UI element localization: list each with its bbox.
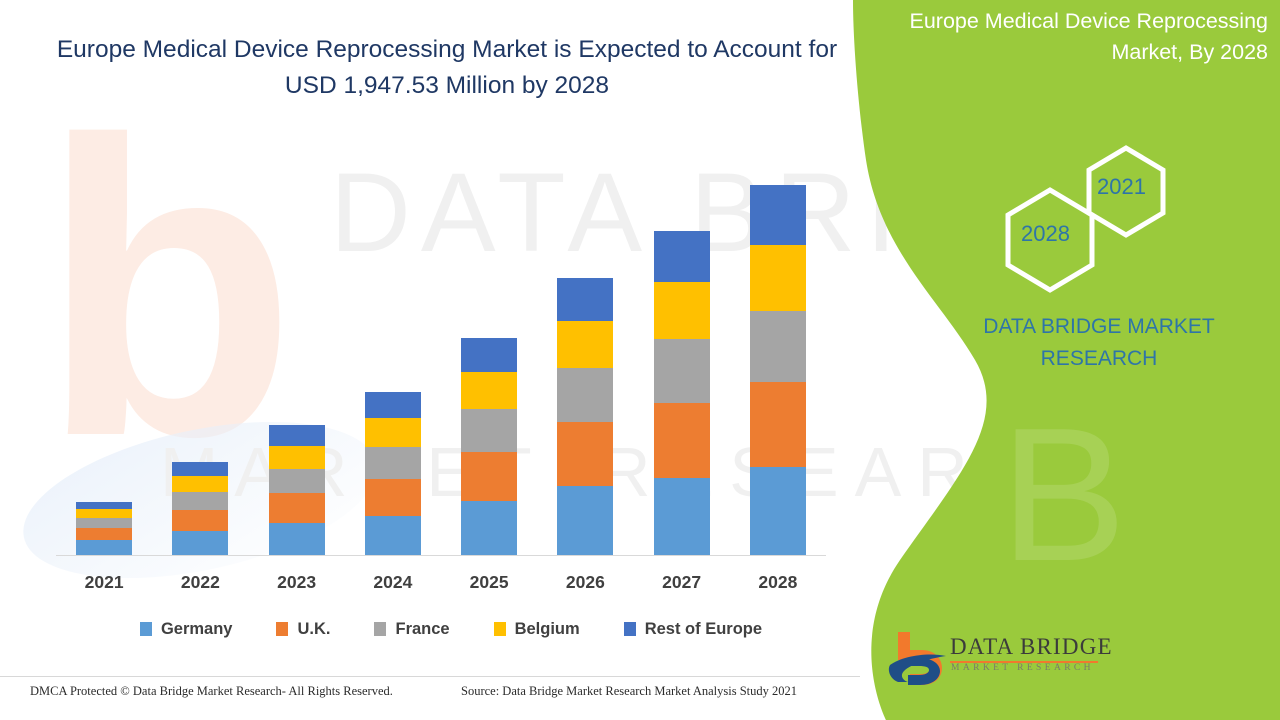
- bar-segment-germany-2022[interactable]: [172, 531, 229, 556]
- bar-group-2025[interactable]: [461, 337, 518, 556]
- panel-brand-text: DATA BRIDGE MARKET RESEARCH: [983, 315, 1215, 370]
- bar-group-2027[interactable]: [653, 231, 710, 556]
- logo-title: DATA BRIDGE: [950, 634, 1113, 659]
- legend-swatch-icon: [374, 622, 387, 636]
- chart-legend: Germany U.K. France Belgium Rest of Europe: [56, 616, 846, 642]
- stacked-bar-chart: [56, 140, 826, 556]
- chart-title: Europe Medical Device Reprocessing Marke…: [56, 36, 838, 99]
- legend-item-u-k-[interactable]: U.K.: [276, 620, 330, 639]
- footer-source-text: Source: Data Bridge Market Research Mark…: [461, 684, 798, 698]
- legend-label: Belgium: [514, 619, 580, 638]
- bar-segment-germany-2028[interactable]: [749, 467, 806, 556]
- legend-label: France: [395, 619, 450, 638]
- bar-segment-rest-of-europe-2026[interactable]: [557, 278, 614, 321]
- svg-text:B: B: [1000, 389, 1127, 601]
- x-axis-label-2024: 2024: [373, 572, 413, 592]
- logo-mark-icon: [888, 632, 946, 685]
- x-axis-label-2021: 2021: [84, 572, 124, 592]
- bar-segment-germany-2021[interactable]: [76, 540, 133, 556]
- data-bridge-logo: DATA BRIDGE MARKET RESEARCH: [888, 630, 1118, 692]
- bar-segment-rest-of-europe-2025[interactable]: [461, 337, 518, 372]
- bar-segment-u-k--2024[interactable]: [364, 478, 421, 517]
- bar-segment-belgium-2022[interactable]: [172, 476, 229, 493]
- bar-group-2028[interactable]: [749, 185, 806, 556]
- bar-segment-u-k--2023[interactable]: [268, 493, 325, 524]
- bar-segment-germany-2023[interactable]: [268, 523, 325, 556]
- bar-segment-rest-of-europe-2024[interactable]: [364, 391, 421, 419]
- bar-segment-rest-of-europe-2021[interactable]: [76, 502, 133, 510]
- bar-segment-u-k--2025[interactable]: [461, 451, 518, 502]
- bar-group-2024[interactable]: [364, 391, 421, 556]
- bar-segment-u-k--2028[interactable]: [749, 381, 806, 468]
- bar-segment-rest-of-europe-2022[interactable]: [172, 462, 229, 477]
- bar-group-2021[interactable]: [76, 502, 133, 556]
- x-axis-label-2028: 2028: [758, 572, 798, 592]
- hexagon-2028-label: 2028: [1021, 221, 1070, 246]
- bar-segment-france-2025[interactable]: [461, 408, 518, 452]
- bar-segment-u-k--2026[interactable]: [557, 422, 614, 487]
- footer-divider: [0, 676, 860, 677]
- bar-segment-rest-of-europe-2023[interactable]: [268, 425, 325, 446]
- bar-segment-belgium-2021[interactable]: [76, 509, 133, 518]
- bar-segment-belgium-2026[interactable]: [557, 320, 614, 369]
- x-axis-label-2022: 2022: [180, 572, 220, 592]
- legend-swatch-icon: [493, 622, 506, 636]
- bar-segment-france-2028[interactable]: [749, 310, 806, 382]
- panel-title: Europe Medical Device Reprocessing Marke…: [909, 9, 1268, 64]
- bar-segment-belgium-2028[interactable]: [749, 245, 806, 311]
- hexagon-2021-label: 2021: [1097, 174, 1146, 199]
- x-axis-label-2025: 2025: [469, 572, 509, 592]
- bar-segment-belgium-2024[interactable]: [364, 418, 421, 447]
- footer-dmca-text: DMCA Protected © Data Bridge Market Rese…: [30, 684, 393, 698]
- bar-segment-u-k--2022[interactable]: [172, 509, 229, 532]
- bar-group-2022[interactable]: [172, 462, 229, 556]
- bar-segment-france-2026[interactable]: [557, 368, 614, 423]
- bar-segment-france-2022[interactable]: [172, 492, 229, 510]
- legend-swatch-icon: [623, 622, 636, 636]
- bar-segment-germany-2027[interactable]: [653, 477, 710, 556]
- legend-item-france[interactable]: France: [374, 619, 450, 639]
- legend-swatch-icon: [139, 622, 152, 636]
- bar-segment-u-k--2027[interactable]: [653, 403, 710, 478]
- bar-segment-rest-of-europe-2028[interactable]: [749, 185, 806, 246]
- legend-swatch-icon: [276, 622, 289, 636]
- x-axis-label-2027: 2027: [662, 572, 702, 592]
- bar-segment-germany-2026[interactable]: [557, 486, 614, 556]
- legend-item-rest-of-europe[interactable]: Rest of Europe: [623, 619, 763, 639]
- bar-segment-u-k--2021[interactable]: [76, 527, 133, 541]
- bar-segment-france-2021[interactable]: [76, 517, 133, 528]
- bar-segment-france-2024[interactable]: [364, 446, 421, 479]
- x-axis-line: [56, 555, 826, 556]
- x-axis-label-2023: 2023: [277, 572, 317, 592]
- bar-segment-germany-2024[interactable]: [364, 516, 421, 556]
- legend-item-germany[interactable]: Germany: [139, 619, 233, 639]
- legend-item-belgium[interactable]: Belgium: [493, 619, 580, 639]
- logo-underline: [950, 661, 1098, 663]
- logo-subtitle: MARKET RESEARCH: [951, 663, 1094, 673]
- bar-segment-germany-2025[interactable]: [461, 501, 518, 556]
- bar-segment-france-2023[interactable]: [268, 468, 325, 494]
- x-axis-label-2026: 2026: [565, 572, 605, 592]
- bar-segment-belgium-2027[interactable]: [653, 282, 710, 340]
- bar-group-2023[interactable]: [268, 425, 325, 556]
- legend-label: Rest of Europe: [644, 619, 763, 638]
- x-axis-labels: 2021 2022 2023 2024 2025 2026 2027 2028: [56, 572, 826, 598]
- bar-segment-belgium-2025[interactable]: [461, 371, 518, 409]
- bar-segment-belgium-2023[interactable]: [268, 445, 325, 469]
- bar-segment-france-2027[interactable]: [653, 339, 710, 404]
- bar-group-2026[interactable]: [557, 278, 614, 556]
- legend-label: Germany: [160, 619, 233, 638]
- bar-segment-rest-of-europe-2027[interactable]: [653, 231, 710, 283]
- legend-label: U.K.: [297, 619, 331, 638]
